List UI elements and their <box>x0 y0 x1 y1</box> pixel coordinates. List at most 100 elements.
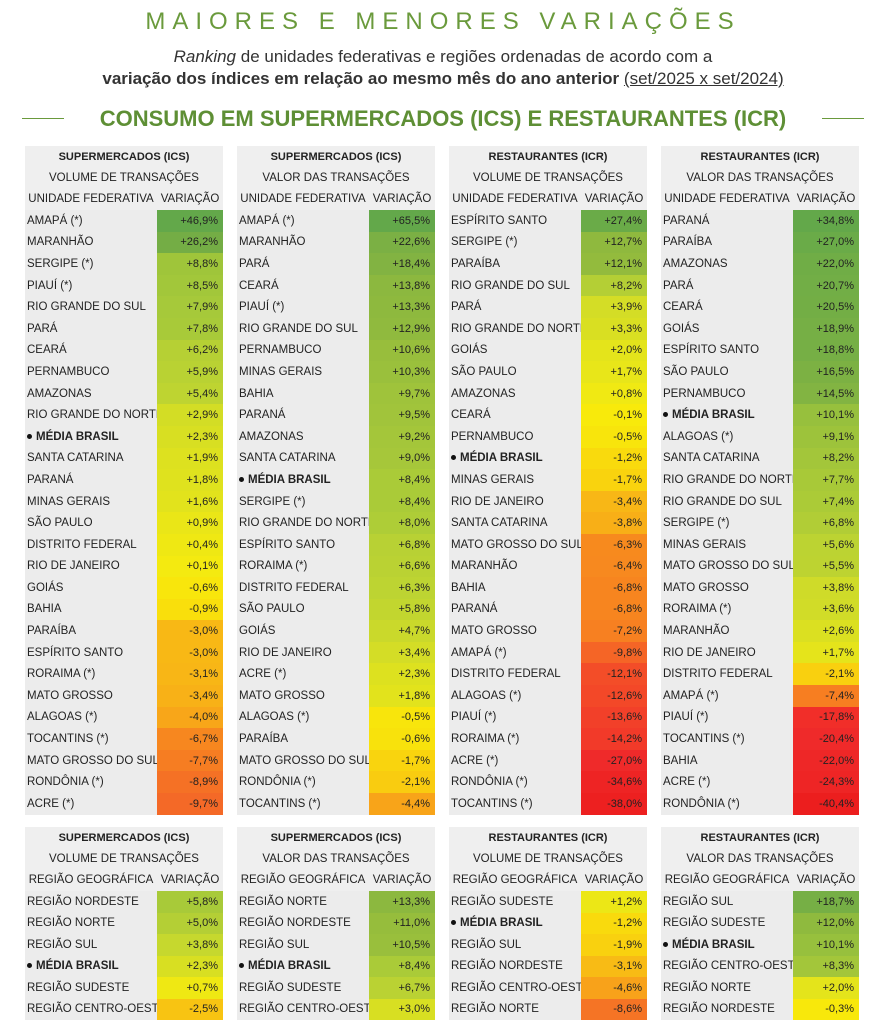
row-variation: -1,2% <box>581 912 647 934</box>
table-row: RIO GRANDE DO NORTE +3,3% <box>449 317 647 340</box>
table-row: BAHIA -22,0% <box>661 749 859 772</box>
column-header-name: UNIDADE FEDERATIVA <box>452 193 578 205</box>
row-name-text: PERNAMBUCO <box>239 344 322 357</box>
row-name-text: AMAZONAS <box>239 430 304 443</box>
row-name-text: GOIÁS <box>27 581 64 594</box>
column-header-name: REGIÃO GEOGRÁFICA <box>664 874 790 886</box>
row-name-text: TOCANTINS (*) <box>663 733 745 746</box>
row-variation: +27,4% <box>581 210 647 232</box>
row-variation: -7,4% <box>793 685 859 707</box>
row-name: MÉDIA BRASIL <box>449 447 581 470</box>
row-variation: +10,1% <box>793 404 859 426</box>
row-variation: +14,5% <box>793 382 859 405</box>
row-name: PERNAMBUCO <box>661 382 793 405</box>
row-name-text: REGIÃO NORDESTE <box>27 895 139 908</box>
bullet-icon <box>239 963 244 969</box>
row-name: REGIÃO CENTRO-OESTE <box>237 998 369 1020</box>
row-variation: -8,6% <box>581 998 647 1020</box>
row-name: MINAS GERAIS <box>25 490 157 513</box>
row-name-text: ALAGOAS (*) <box>451 689 522 702</box>
row-name-text: RIO GRANDE DO NORTE <box>663 473 793 486</box>
row-name-text: MARANHÃO <box>451 560 518 573</box>
row-variation: -27,0% <box>581 749 647 772</box>
row-variation: +5,0% <box>157 912 223 934</box>
row-variation: +5,8% <box>157 891 223 913</box>
row-name: PARÁ <box>25 317 157 340</box>
row-variation: +0,4% <box>157 533 223 556</box>
region-ranking-table: RESTAURANTES (ICR) VALOR DAS TRANSAÇÕES RE… <box>661 827 859 1020</box>
table-row: PIAUÍ (*) +13,3% <box>237 296 435 318</box>
table-row: MARANHÃO -6,4% <box>449 555 647 578</box>
row-name-text: PARAÍBA <box>239 733 288 746</box>
row-name-text: PARAÍBA <box>663 236 712 249</box>
row-variation: +2,3% <box>157 425 223 448</box>
row-variation: +65,5% <box>369 210 435 232</box>
row-variation: +1,9% <box>157 447 223 470</box>
row-name-text: BAHIA <box>239 387 274 400</box>
row-name: MATO GROSSO DO SUL <box>449 533 581 556</box>
table-row: MARANHÃO +26,2% <box>25 231 223 254</box>
row-variation: +0,7% <box>157 977 223 999</box>
row-name: REGIÃO NORDESTE <box>661 998 793 1020</box>
row-variation: -6,8% <box>581 577 647 599</box>
row-name: MARANHÃO <box>661 620 793 642</box>
row-name-text: ACRE (*) <box>451 754 499 767</box>
row-name: PARÁ <box>661 274 793 297</box>
row-name-text: RIO GRANDE DO NORTE <box>239 517 369 530</box>
column-header-name: REGIÃO GEOGRÁFICA <box>28 874 154 886</box>
bullet-icon <box>451 455 456 461</box>
table-row: ALAGOAS (*) -4,0% <box>25 706 223 729</box>
row-name: AMAZONAS <box>25 382 157 405</box>
row-variation: +26,2% <box>157 231 223 254</box>
row-name-text: ALAGOAS (*) <box>239 711 310 724</box>
row-variation: -9,8% <box>581 641 647 664</box>
row-name: ACRE (*) <box>25 793 157 815</box>
row-name: REGIÃO SUL <box>25 934 157 956</box>
table-row: DISTRITO FEDERAL +6,3% <box>237 577 435 599</box>
row-name-text: MÉDIA BRASIL <box>460 452 543 465</box>
row-name: BAHIA <box>237 382 369 405</box>
table-row: RORAIMA (*) +6,6% <box>237 555 435 578</box>
row-variation: -13,6% <box>581 706 647 729</box>
table-row: DISTRITO FEDERAL -12,1% <box>449 663 647 686</box>
row-name: PARANÁ <box>449 598 581 621</box>
row-variation: -4,0% <box>157 706 223 729</box>
media-brasil-row: MÉDIA BRASIL +10,1% <box>661 404 859 426</box>
row-name-text: REGIÃO SUDESTE <box>451 895 554 908</box>
table-row: REGIÃO CENTRO-OESTE -2,5% <box>25 998 223 1020</box>
table-row: PIAUÍ (*) -17,8% <box>661 706 859 729</box>
row-name: REGIÃO NORTE <box>25 912 157 934</box>
table-row: GOIÁS -0,6% <box>25 577 223 599</box>
row-name-text: DISTRITO FEDERAL <box>663 668 773 681</box>
row-variation: -6,7% <box>157 728 223 750</box>
table-row: PARÁ +20,7% <box>661 274 859 297</box>
row-name-text: SERGIPE (*) <box>663 517 730 530</box>
row-name-text: CEARÁ <box>451 409 491 422</box>
row-variation: +3,0% <box>369 998 435 1020</box>
table-row: MATO GROSSO DO SUL -7,7% <box>25 749 223 772</box>
row-name-text: ALAGOAS (*) <box>663 430 734 443</box>
row-name-text: SÃO PAULO <box>239 603 305 616</box>
row-variation: -0,5% <box>369 706 435 729</box>
table-column-headers: REGIÃO GEOGRÁFICA VARIAÇÃO <box>661 869 859 891</box>
row-name-text: REGIÃO SUDESTE <box>663 917 766 930</box>
region-ranking-table: RESTAURANTES (ICR) VOLUME DE TRANSAÇÕES RE… <box>449 827 647 1020</box>
row-name: ACRE (*) <box>661 771 793 794</box>
table-row: RIO GRANDE DO SUL +12,9% <box>237 317 435 340</box>
row-name-text: RORAIMA (*) <box>663 603 732 616</box>
row-name-text: GOIÁS <box>239 625 276 638</box>
media-brasil-row: MÉDIA BRASIL +2,3% <box>25 955 223 977</box>
row-name-text: MINAS GERAIS <box>239 365 323 378</box>
table-row: REGIÃO SUDESTE +0,7% <box>25 977 223 999</box>
row-variation: -3,4% <box>157 685 223 707</box>
subtitle-period: (set/2025 x set/2024) <box>623 69 784 88</box>
row-name-text: REGIÃO SUL <box>239 938 310 951</box>
row-name: PARANÁ <box>25 469 157 491</box>
row-name: CEARÁ <box>449 404 581 426</box>
table-row: MATO GROSSO DO SUL -1,7% <box>237 749 435 772</box>
row-name: SANTA CATARINA <box>449 512 581 534</box>
row-name: RIO GRANDE DO SUL <box>449 274 581 297</box>
row-name-text: PERNAMBUCO <box>663 387 746 400</box>
row-name-text: GOIÁS <box>451 344 488 357</box>
table-row: MATO GROSSO -3,4% <box>25 685 223 707</box>
